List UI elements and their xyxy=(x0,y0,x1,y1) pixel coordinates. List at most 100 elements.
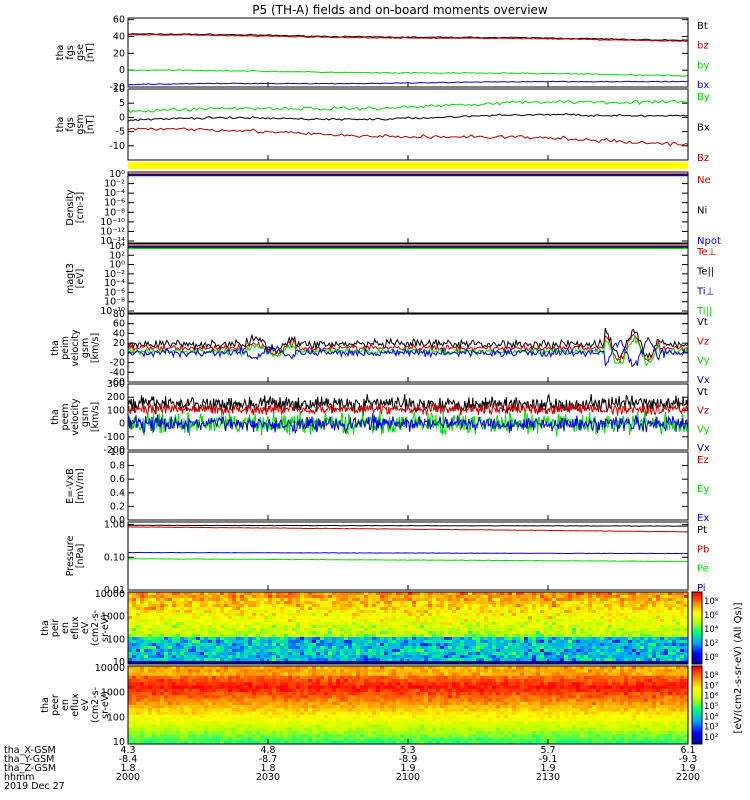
heatmap-cell xyxy=(196,685,201,690)
heatmap-cell xyxy=(248,682,253,686)
heatmap-cell xyxy=(328,682,333,686)
heatmap-cell xyxy=(408,592,413,596)
heatmap-cell xyxy=(292,737,297,742)
heatmap-cell xyxy=(500,613,505,617)
heatmap-cell xyxy=(636,640,641,644)
heatmap-cell xyxy=(512,625,517,629)
heatmap-cell xyxy=(168,613,173,617)
heatmap-cell xyxy=(232,708,237,712)
heatmap-cell xyxy=(292,734,297,738)
heatmap-cell xyxy=(188,672,193,677)
heatmap-cell xyxy=(196,613,201,617)
heatmap-cell xyxy=(204,619,209,623)
heatmap-cell xyxy=(332,718,337,722)
heatmap-cell xyxy=(316,682,321,686)
heatmap-cell xyxy=(292,622,297,626)
heatmap-cell xyxy=(352,658,357,662)
heatmap-cell xyxy=(524,631,529,635)
heatmap-cell xyxy=(436,634,441,638)
heatmap-cell xyxy=(164,724,169,729)
heatmap-cell xyxy=(252,598,257,602)
heatmap-cell xyxy=(188,666,193,670)
heatmap-cell xyxy=(676,643,681,647)
heatmap-cell xyxy=(140,692,145,696)
heatmap-cell xyxy=(368,634,373,638)
heatmap-cell xyxy=(224,616,229,620)
legend-temperature-2: Ti⊥ xyxy=(696,286,714,297)
heatmap-cell xyxy=(368,646,373,650)
heatmap-cell xyxy=(552,613,557,617)
heatmap-cell xyxy=(548,637,553,641)
heatmap-cell xyxy=(656,595,661,599)
heatmap-cell xyxy=(288,672,293,677)
heatmap-cell xyxy=(432,625,437,629)
heatmap-cell xyxy=(176,734,181,738)
panel-peim_velocity: thapeimvelocitygsm[km/s]806040200-20-40-… xyxy=(50,309,710,388)
heatmap-cell xyxy=(496,640,501,644)
heatmap-cell xyxy=(192,625,197,629)
heatmap-cell xyxy=(500,640,505,644)
heatmap-cell xyxy=(192,646,197,650)
heatmap-cell xyxy=(280,622,285,626)
heatmap-cell xyxy=(636,655,641,659)
heatmap-cell xyxy=(516,640,521,644)
heatmap-cell xyxy=(284,695,289,699)
heatmap-cell xyxy=(200,675,205,680)
heatmap-cell xyxy=(268,666,273,670)
heatmap-cell xyxy=(256,711,261,716)
heatmap-cell xyxy=(184,708,189,712)
heatmap-cell xyxy=(240,727,245,732)
heatmap-cell xyxy=(456,628,461,632)
heatmap-cell xyxy=(520,595,525,599)
heatmap-cell xyxy=(256,721,261,725)
heatmap-cell xyxy=(172,698,177,703)
heatmap-cell xyxy=(252,601,257,605)
heatmap-cell xyxy=(572,637,577,641)
heatmap-cell xyxy=(392,616,397,620)
heatmap-cell xyxy=(612,640,617,644)
heatmap-cell xyxy=(280,652,285,656)
y-tick-label: 10² xyxy=(109,250,125,261)
heatmap-cell xyxy=(332,631,337,635)
heatmap-cell xyxy=(360,604,365,608)
heatmap-cell xyxy=(448,661,453,664)
heatmap-cell xyxy=(236,666,241,670)
heatmap-cell xyxy=(336,625,341,629)
heatmap-cell xyxy=(668,616,673,620)
heatmap-cell xyxy=(564,604,569,608)
heatmap-cell xyxy=(320,616,325,620)
series-line xyxy=(128,558,688,563)
heatmap-cell xyxy=(212,714,217,719)
heatmap-cell xyxy=(300,631,305,635)
heatmap-cell xyxy=(240,649,245,653)
heatmap-cell xyxy=(540,592,545,596)
y-tick-label: 10⁰ xyxy=(109,169,125,180)
heatmap-cell xyxy=(292,616,297,620)
heatmap-cell xyxy=(180,718,185,722)
heatmap-cell xyxy=(216,616,221,620)
heatmap-cell xyxy=(384,613,389,617)
heatmap-cell xyxy=(532,625,537,629)
heatmap-cell xyxy=(372,652,377,656)
heatmap-cell xyxy=(552,616,557,620)
heatmap-cell xyxy=(236,607,241,611)
heatmap-cell xyxy=(316,731,321,735)
heatmap-cell xyxy=(520,652,525,656)
heatmap-cell xyxy=(192,640,197,644)
heatmap-cell xyxy=(616,619,621,623)
heatmap-cell xyxy=(252,692,257,696)
heatmap-cell xyxy=(672,628,677,632)
heatmap-cell xyxy=(236,708,241,712)
heatmap-cell xyxy=(184,631,189,635)
heatmap-cell xyxy=(148,628,153,632)
heatmap-cell xyxy=(252,669,257,673)
heatmap-cell xyxy=(140,592,145,596)
heatmap-cell xyxy=(652,652,657,656)
heatmap-cell xyxy=(296,711,301,716)
heatmap-cell xyxy=(404,628,409,632)
heatmap-cell xyxy=(128,616,133,620)
heatmap-cell xyxy=(168,711,173,716)
heatmap-cell xyxy=(680,601,685,605)
heatmap-cell xyxy=(604,598,609,602)
heatmap-cell xyxy=(492,607,497,611)
